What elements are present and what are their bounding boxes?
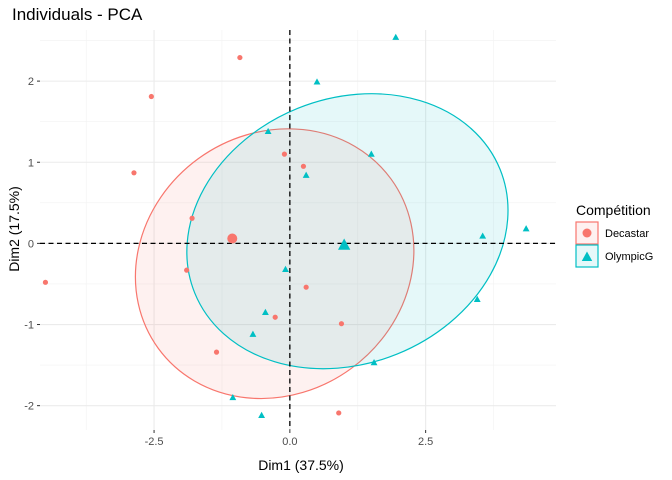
y-tick-label: 2 — [28, 76, 34, 88]
data-point-decastar — [148, 93, 154, 100]
data-point-olympicg — [367, 150, 375, 157]
data-point-decastar — [131, 170, 137, 176]
data-point-olympicg — [392, 33, 400, 40]
data-point-olympicg — [229, 393, 237, 401]
y-tick-label: 1 — [28, 157, 34, 169]
data-points — [42, 33, 530, 418]
data-point-olympicg — [258, 411, 266, 418]
data-point-olympicg — [302, 171, 310, 178]
reference-lines — [40, 30, 556, 430]
y-axis-title: Dim2 (17.5%) — [6, 186, 22, 272]
legend-label-decastar: Decastar — [605, 228, 649, 240]
data-point-olympicg — [313, 78, 321, 85]
y-tick-label: -2 — [24, 401, 34, 413]
data-point-olympicg — [370, 359, 378, 366]
data-point-decastar — [336, 410, 342, 416]
data-point-olympicg — [479, 232, 487, 239]
data-point-decastar — [281, 151, 288, 157]
data-point-decastar — [338, 321, 345, 327]
confidence-ellipse-decastar — [134, 128, 415, 400]
data-point-olympicg — [249, 330, 257, 337]
legend: Compétition Decastar OlympicG — [575, 202, 653, 268]
centroid-olympicg — [337, 238, 351, 250]
legend-marker-decastar — [582, 228, 592, 238]
chart-title: Individuals - PCA — [12, 5, 143, 24]
data-point-decastar — [272, 314, 278, 320]
data-point-decastar — [303, 284, 309, 290]
confidence-ellipses — [134, 93, 509, 400]
data-point-olympicg — [264, 127, 272, 135]
x-tick-label: 2.5 — [418, 436, 433, 448]
data-point-olympicg — [522, 225, 530, 232]
data-point-decastar — [300, 163, 307, 169]
x-tick-label: 0.0 — [282, 436, 297, 448]
data-point-olympicg — [261, 308, 269, 315]
x-tick-label: -2.5 — [145, 436, 164, 448]
legend-label-olympicg: OlympicG — [605, 251, 653, 263]
data-point-olympicg — [473, 295, 481, 302]
legend-marker-olympicg — [581, 251, 593, 261]
data-point-olympicg — [282, 265, 289, 272]
axis-ticks: -2.5 0.0 2.5 -2 -1 0 1 2 — [24, 76, 433, 448]
confidence-ellipse-olympicg — [186, 93, 509, 370]
data-point-decastar — [213, 349, 220, 355]
data-point-decastar — [237, 54, 243, 61]
data-point-decastar — [184, 267, 190, 273]
y-tick-label: -1 — [24, 320, 34, 332]
data-point-decastar — [42, 279, 49, 285]
x-axis-title: Dim1 (37.5%) — [258, 457, 344, 473]
y-tick-label: 0 — [28, 238, 34, 250]
grid — [40, 30, 556, 430]
data-point-decastar — [189, 215, 195, 221]
legend-title: Compétition — [576, 202, 651, 218]
centroid-decastar — [227, 233, 238, 244]
